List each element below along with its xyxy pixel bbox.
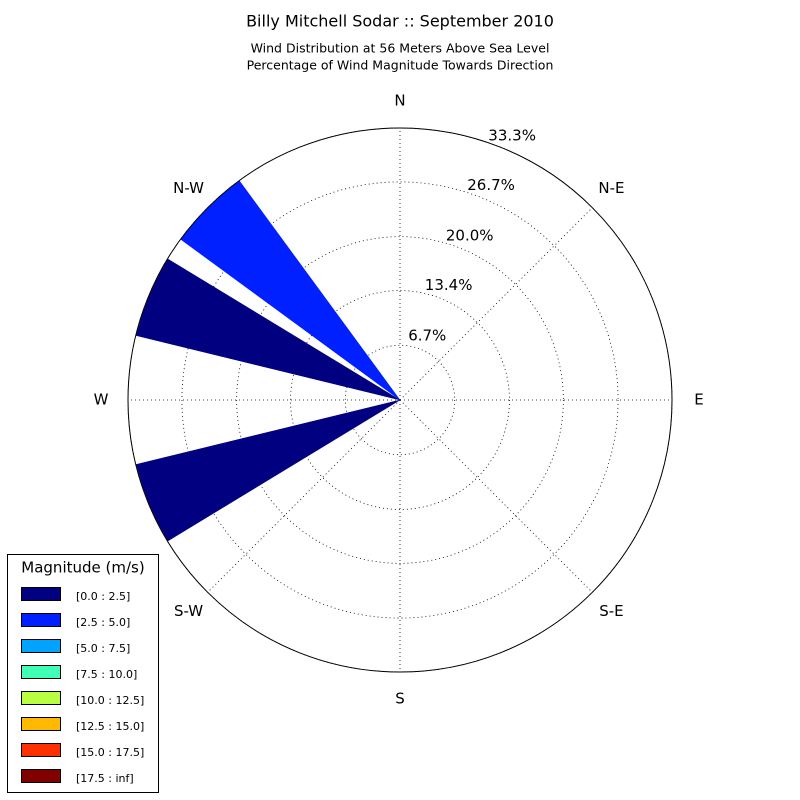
direction-label: N bbox=[394, 92, 405, 110]
direction-label: N-W bbox=[173, 179, 204, 197]
grid-circle bbox=[236, 236, 564, 564]
direction-label: E bbox=[694, 391, 703, 409]
grid-circle bbox=[344, 344, 456, 456]
angular-grid-line bbox=[207, 399, 401, 593]
legend-swatch bbox=[21, 587, 61, 601]
legend-label: [7.5 : 10.0] bbox=[76, 668, 137, 681]
legend-swatch bbox=[21, 665, 61, 679]
polar-frame bbox=[127, 127, 673, 673]
angular-grid-line bbox=[399, 207, 593, 401]
direction-label: S bbox=[395, 690, 405, 708]
r-tick-label: 6.7% bbox=[408, 326, 446, 344]
wedge bbox=[135, 399, 401, 542]
grid-circle bbox=[181, 181, 619, 619]
direction-label: S-E bbox=[599, 602, 623, 620]
direction-label: N-E bbox=[598, 179, 624, 197]
legend-label: [15.0 : 17.5] bbox=[76, 746, 144, 759]
legend-title: Magnitude (m/s) bbox=[21, 559, 144, 577]
legend-swatch bbox=[21, 743, 61, 757]
legend-label: [10.0 : 12.5] bbox=[76, 694, 144, 707]
direction-label: S-W bbox=[174, 602, 203, 620]
legend-swatch bbox=[21, 613, 61, 627]
angular-grid-line bbox=[399, 399, 593, 593]
legend-label: [0.0 : 2.5] bbox=[76, 590, 130, 603]
chart-subtitle: Percentage of Wind Magnitude Towards Dir… bbox=[247, 58, 554, 73]
legend-label: [12.5 : 15.0] bbox=[76, 720, 144, 733]
legend-swatch bbox=[21, 639, 61, 653]
legend-label: [5.0 : 7.5] bbox=[76, 642, 130, 655]
chart-title: Billy Mitchell Sodar :: September 2010 bbox=[246, 12, 554, 31]
legend-label: [17.5 : inf] bbox=[76, 772, 134, 785]
r-tick-label: 13.4% bbox=[425, 276, 473, 294]
chart-subtitle: Wind Distribution at 56 Meters Above Sea… bbox=[251, 41, 550, 56]
legend-swatch bbox=[21, 717, 61, 731]
r-tick-label: 26.7% bbox=[467, 176, 515, 194]
grid-circle bbox=[290, 290, 510, 510]
r-tick-label: 20.0% bbox=[446, 226, 494, 244]
legend-label: [2.5 : 5.0] bbox=[76, 616, 130, 629]
legend-swatch bbox=[21, 691, 61, 705]
r-tick-label: 33.3% bbox=[488, 126, 536, 144]
legend-swatch bbox=[21, 769, 61, 783]
direction-label: W bbox=[94, 391, 109, 409]
